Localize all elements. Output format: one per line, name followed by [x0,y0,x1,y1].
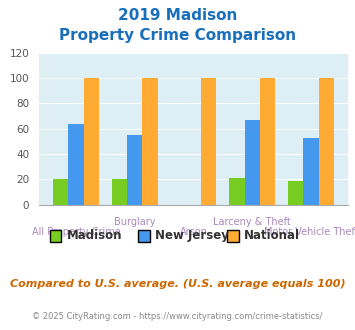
Text: Arson: Arson [180,227,207,237]
Bar [53,179,69,205]
Bar [201,78,217,205]
Bar [318,78,334,205]
Bar [127,135,142,205]
Bar [69,124,84,205]
Text: Burglary: Burglary [114,217,155,227]
Text: 2019 Madison: 2019 Madison [118,8,237,23]
Text: National: National [244,229,300,243]
Text: © 2025 CityRating.com - https://www.cityrating.com/crime-statistics/: © 2025 CityRating.com - https://www.city… [32,312,323,321]
Text: Compared to U.S. average. (U.S. average equals 100): Compared to U.S. average. (U.S. average … [10,279,345,289]
Text: Motor Vehicle Theft: Motor Vehicle Theft [264,227,355,237]
Text: All Property Crime: All Property Crime [32,227,120,237]
Bar [84,78,99,205]
Bar [260,78,275,205]
Bar [142,78,158,205]
Bar [229,178,245,205]
Text: Property Crime Comparison: Property Crime Comparison [59,28,296,43]
Bar [288,181,303,205]
Text: Madison: Madison [66,229,122,243]
Bar [303,138,318,205]
Text: Larceny & Theft: Larceny & Theft [213,217,291,227]
Bar [245,120,260,205]
Text: New Jersey: New Jersey [155,229,229,243]
Bar [112,179,127,205]
